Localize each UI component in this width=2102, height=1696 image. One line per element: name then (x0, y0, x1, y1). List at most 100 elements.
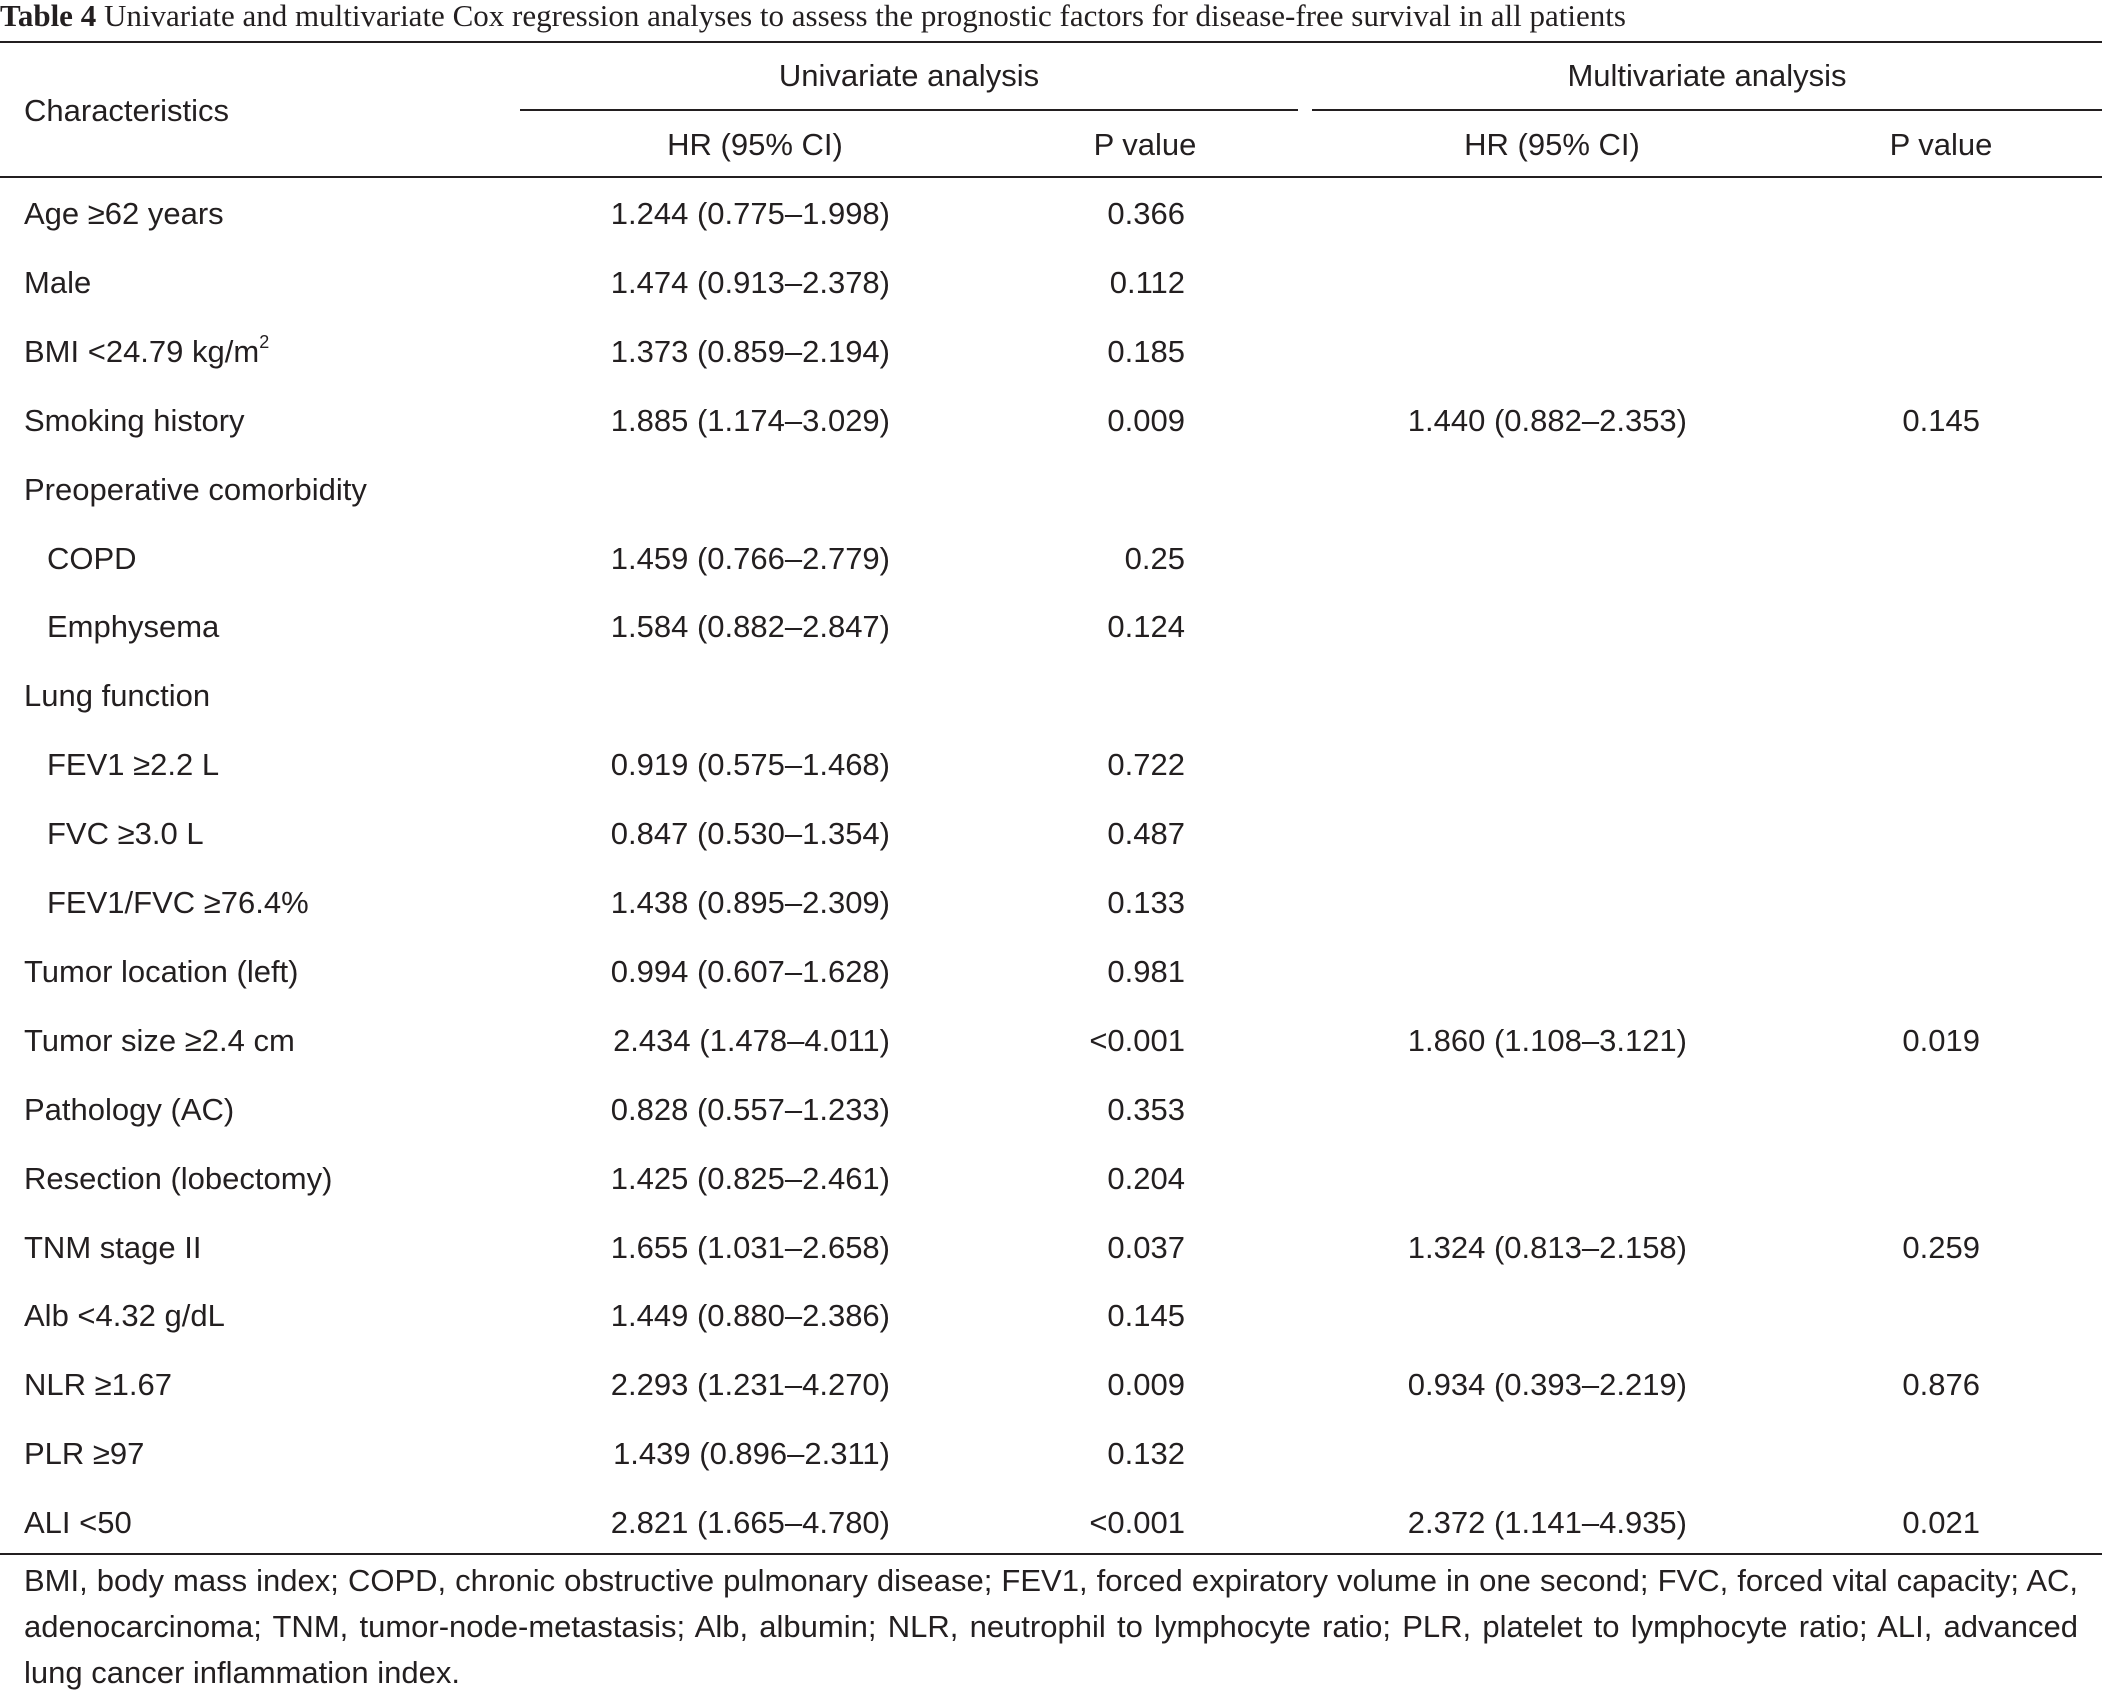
row-label: Male (24, 265, 91, 301)
row-label-text: BMI <24.79 kg/m (24, 333, 260, 369)
row-label: COPD (47, 541, 137, 577)
cell-hr-univariate: 1.373 (0.859–2.194) (610, 333, 890, 369)
cell-p-univariate: 0.112 (1109, 264, 1185, 300)
row-label-text: Preoperative comorbidity (24, 471, 367, 507)
row-label: Emphysema (47, 609, 219, 645)
row-label: Age ≥62 years (24, 196, 224, 232)
cell-hr-multivariate: 1.440 (0.882–2.353) (1407, 402, 1687, 438)
row-label: Smoking history (24, 403, 245, 439)
cell-hr-univariate: 1.244 (0.775–1.998) (610, 196, 890, 231)
cell-p-univariate: 0.132 (1107, 1436, 1185, 1472)
row-label: FEV1/FVC ≥76.4% (47, 885, 309, 921)
cell-hr-univariate: 1.474 (0.913–2.378) (610, 264, 890, 300)
row-label-text: Tumor location (left) (24, 953, 299, 989)
row-label-text: Tumor size ≥2.4 cm (24, 1022, 295, 1058)
row-label-text: Resection (lobectomy) (24, 1160, 333, 1196)
cell-p-univariate: 0.037 (1107, 1229, 1185, 1265)
table-caption-label: Table 4 (0, 0, 97, 33)
cell-hr-univariate: 1.655 (1.031–2.658) (610, 1229, 890, 1265)
cell-p-univariate: 0.009 (1107, 402, 1185, 438)
cell-p-univariate: 0.722 (1107, 747, 1185, 783)
cell-hr-univariate: 1.425 (0.825–2.461) (610, 1160, 890, 1196)
row-label: BMI <24.79 kg/m2 (24, 331, 270, 370)
cell-p-univariate: 0.353 (1107, 1091, 1185, 1127)
row-label-text: Age ≥62 years (24, 196, 224, 231)
header-p-multivariate: P value (1889, 127, 1993, 162)
row-label-text: PLR ≥97 (24, 1436, 145, 1472)
row-label-text: Lung function (24, 678, 211, 714)
cell-hr-multivariate: 2.372 (1.141–4.935) (1407, 1505, 1687, 1541)
cell-p-univariate: 0.487 (1107, 816, 1185, 852)
header-multivariate: Multivariate analysis (1567, 58, 1847, 93)
cell-hr-univariate: 2.434 (1.478–4.011) (613, 1022, 890, 1058)
row-label-text: FEV1 ≥2.2 L (47, 747, 220, 783)
cell-p-univariate: 0.366 (1107, 196, 1185, 231)
cell-p-univariate: 0.133 (1107, 885, 1185, 920)
cell-hr-univariate: 0.919 (0.575–1.468) (610, 747, 890, 783)
bottom-rule (0, 1553, 2102, 1555)
header-univariate: Univariate analysis (778, 58, 1040, 93)
cell-p-multivariate: 0.021 (1902, 1505, 1980, 1541)
cell-p-univariate: 0.25 (1124, 540, 1185, 576)
row-label-text: Alb <4.32 g/dL (24, 1298, 225, 1334)
cell-p-univariate: 0.009 (1107, 1367, 1185, 1403)
cell-p-multivariate: 0.019 (1902, 1022, 1980, 1058)
cell-hr-univariate: 2.821 (1.665–4.780) (610, 1505, 890, 1541)
header-characteristics: Characteristics (24, 93, 229, 128)
cell-hr-univariate: 1.449 (0.880–2.386) (610, 1298, 890, 1334)
cell-p-multivariate: 0.145 (1902, 402, 1980, 438)
row-label-text: Emphysema (47, 609, 220, 645)
cell-hr-univariate: 1.584 (0.882–2.847) (610, 609, 890, 645)
cell-hr-univariate: 1.438 (0.895–2.309) (610, 885, 890, 920)
cell-p-univariate: 0.145 (1107, 1298, 1185, 1334)
row-label: Pathology (AC) (24, 1092, 234, 1128)
cell-hr-univariate: 1.459 (0.766–2.779) (610, 540, 890, 576)
row-label-text: FVC ≥3.0 L (47, 816, 204, 852)
cell-hr-multivariate: 1.860 (1.108–3.121) (1407, 1022, 1687, 1058)
row-label: Tumor size ≥2.4 cm (24, 1023, 295, 1059)
cell-hr-univariate: 1.439 (0.896–2.311) (613, 1436, 890, 1472)
row-label-text: Pathology (AC) (24, 1091, 235, 1127)
cell-hr-univariate: 1.885 (1.174–3.029) (610, 402, 890, 438)
row-label: Alb <4.32 g/dL (24, 1298, 225, 1334)
row-label-text: FEV1/FVC ≥76.4% (47, 885, 309, 920)
table-footnote: BMI, body mass index; COPD, chronic obst… (24, 1563, 2078, 1690)
row-label: PLR ≥97 (24, 1436, 144, 1472)
row-label-text: Male (24, 264, 92, 300)
table-caption-text: Univariate and multivariate Cox regressi… (103, 0, 1626, 33)
header-bottom-rule (0, 176, 2102, 178)
row-label-text: COPD (47, 540, 137, 576)
row-label-text: Smoking history (24, 402, 245, 438)
row-label: Tumor location (left) (24, 954, 299, 990)
cell-p-univariate: <0.001 (1089, 1022, 1185, 1058)
cell-p-multivariate: 0.876 (1902, 1367, 1980, 1403)
cell-hr-univariate: 0.994 (0.607–1.628) (610, 953, 890, 989)
cell-hr-univariate: 2.293 (1.231–4.270) (610, 1367, 890, 1403)
cell-p-univariate: <0.001 (1089, 1505, 1185, 1541)
row-label: Lung function (24, 678, 210, 714)
cell-hr-multivariate: 1.324 (0.813–2.158) (1407, 1229, 1687, 1265)
cell-hr-univariate: 0.847 (0.530–1.354) (610, 816, 890, 852)
cell-p-univariate: 0.981 (1107, 953, 1185, 989)
cell-hr-univariate: 0.828 (0.557–1.233) (610, 1091, 890, 1127)
row-label-text: ALI <50 (24, 1505, 132, 1541)
row-label-text: NLR ≥1.67 (24, 1367, 172, 1403)
cell-hr-multivariate: 0.934 (0.393–2.219) (1407, 1367, 1687, 1403)
multivariate-underline (1312, 109, 2102, 111)
row-label: ALI <50 (24, 1505, 132, 1541)
cell-p-univariate: 0.185 (1107, 333, 1185, 369)
row-label: TNM stage II (24, 1230, 201, 1266)
row-label: Preoperative comorbidity (24, 472, 367, 508)
cell-p-multivariate: 0.259 (1902, 1229, 1980, 1265)
row-label: FVC ≥3.0 L (47, 816, 204, 852)
row-label: NLR ≥1.67 (24, 1367, 172, 1403)
top-rule (0, 41, 2102, 43)
univariate-underline (520, 109, 1298, 111)
row-label-superscript: 2 (259, 331, 270, 352)
header-p-univariate: P value (1093, 127, 1197, 162)
row-label-text: TNM stage II (24, 1229, 202, 1265)
cell-p-univariate: 0.124 (1107, 609, 1185, 645)
header-hr-univariate: HR (95% CI) (667, 127, 843, 162)
header-hr-multivariate: HR (95% CI) (1464, 127, 1640, 162)
row-label: Resection (lobectomy) (24, 1161, 332, 1197)
